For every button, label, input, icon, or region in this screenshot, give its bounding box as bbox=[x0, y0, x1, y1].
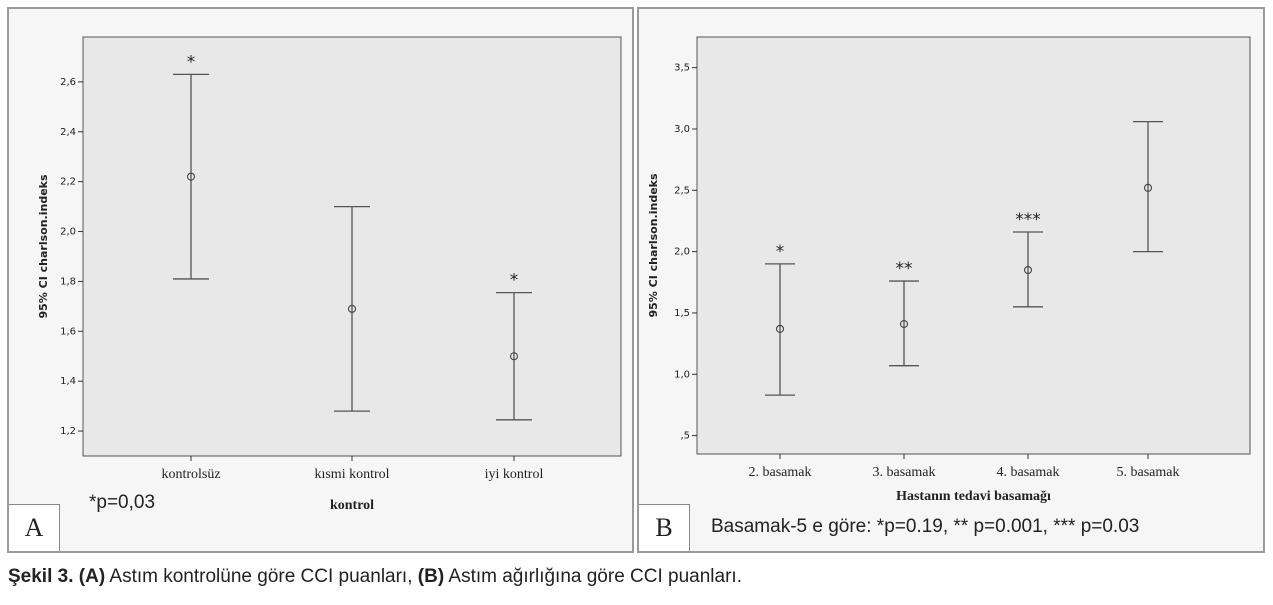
x-axis-label: kontrol bbox=[330, 498, 374, 513]
p-value-note-a: *p=0,03 bbox=[89, 492, 156, 513]
caption-b-tag: (B) bbox=[417, 566, 445, 587]
mean-point bbox=[1023, 265, 1033, 275]
y-tick-label: 2,5 bbox=[674, 185, 690, 196]
significance-marker: * bbox=[510, 271, 519, 291]
chart-a: 1,2 1,4 1,6 1,8 2,0 2,2 2,4 2,6 95% CI charlson.… bbox=[37, 36, 622, 513]
mean-point bbox=[1143, 183, 1153, 192]
y-tick-label: 1,2 bbox=[60, 426, 76, 437]
x-tick-label: 5. basamak bbox=[1117, 465, 1180, 480]
y-tick-label: 2,4 bbox=[60, 127, 76, 138]
x-tick-label: 3. basamak bbox=[873, 465, 936, 480]
x-tick-label: iyi kontrol bbox=[485, 467, 544, 482]
significance-marker: *** bbox=[1015, 210, 1041, 230]
y-tick-label: 1,8 bbox=[60, 276, 76, 287]
figure-caption: Şekil 3. (A) Astım kontrolüne göre CCI p… bbox=[8, 566, 742, 588]
panel-a: 1,2 1,4 1,6 1,8 2,0 2,2 2,4 2,6 95% CI charlson.… bbox=[7, 7, 634, 553]
x-tick-label: 4. basamak bbox=[997, 465, 1060, 480]
mean-point bbox=[509, 352, 519, 361]
x-tick-label: 2. basamak bbox=[749, 465, 812, 480]
y-axis-label: 95% CI charlson.indeks bbox=[647, 173, 660, 317]
mean-point bbox=[347, 304, 357, 313]
y-tick-label: 2,6 bbox=[60, 77, 76, 88]
x-tick-label: kontrolsüz bbox=[161, 467, 220, 482]
y-tick-label: 3,0 bbox=[674, 124, 690, 135]
y-axis-label: 95% CI charlson.indeks bbox=[37, 174, 50, 318]
panel-label-a: A bbox=[9, 504, 60, 551]
caption-a-tag: (A) bbox=[78, 566, 106, 587]
x-tick-label: kısmi kontrol bbox=[314, 467, 389, 482]
plot-area bbox=[696, 36, 1251, 455]
significance-marker: * bbox=[776, 242, 785, 262]
mean-point bbox=[775, 324, 785, 333]
caption-a-text: Astım kontrolüne göre CCI puanları, bbox=[105, 566, 418, 587]
y-tick-label: 2,2 bbox=[60, 177, 76, 188]
panel-label-b: B bbox=[639, 504, 690, 551]
y-tick-label: ,5 bbox=[680, 431, 690, 442]
y-tick-label: 1,6 bbox=[60, 326, 76, 337]
x-axis-label: Hastanın tedavi basamağı bbox=[896, 489, 1051, 504]
caption-b-text: Astım ağırlığına göre CCI puanları. bbox=[444, 566, 742, 587]
significance-marker: * bbox=[187, 52, 196, 72]
y-tick-label: 1,4 bbox=[60, 376, 76, 387]
mean-point bbox=[899, 319, 909, 329]
chart-b: ,5 1,0 1,5 2,0 2,5 3,0 3,5 95% CI charlson.inde… bbox=[647, 36, 1251, 504]
caption-label: Şekil 3. bbox=[8, 566, 74, 587]
y-tick-label: 2,0 bbox=[60, 227, 76, 238]
p-value-note-b: Basamak-5 e göre: *p=0.19, ** p=0.001, *… bbox=[711, 516, 1140, 537]
y-tick-label: 2,0 bbox=[674, 247, 690, 258]
significance-marker: ** bbox=[896, 259, 913, 279]
panel-b: ,5 1,0 1,5 2,0 2,5 3,0 3,5 95% CI charlson.inde… bbox=[637, 7, 1265, 553]
y-tick-label: 1,5 bbox=[674, 308, 690, 319]
mean-point bbox=[186, 172, 196, 181]
y-tick-label: 3,5 bbox=[674, 63, 690, 74]
y-tick-label: 1,0 bbox=[674, 369, 690, 380]
